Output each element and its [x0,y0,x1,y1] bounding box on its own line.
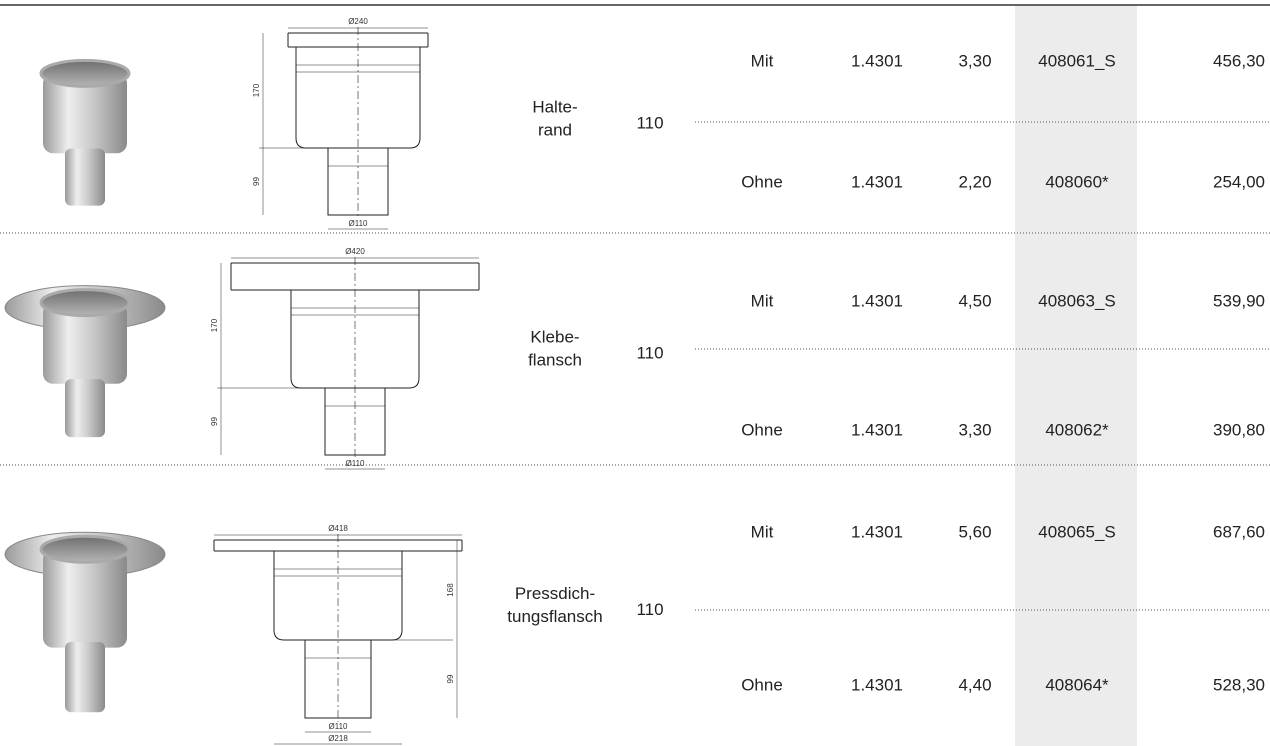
product-name: Halte- [532,97,577,116]
dim-label: 170 [210,318,219,332]
dim-label: Ø240 [348,17,368,26]
weight: 4,50 [958,291,991,310]
photo-spout [65,642,105,713]
photo-rim [39,58,131,88]
price: 254,00 [1213,172,1265,191]
dim-label: 99 [446,674,455,683]
option: Mit [751,522,774,541]
product-name: flansch [528,350,582,369]
material: 1.4301 [851,522,903,541]
option: Mit [751,291,774,310]
photo-body [43,549,127,648]
option: Ohne [741,675,783,694]
option: Ohne [741,420,783,439]
price: 528,30 [1213,675,1265,694]
article-number: 408061_S [1038,51,1116,70]
dim-label: 170 [252,83,261,97]
product-name: rand [538,120,572,139]
price: 390,80 [1213,420,1265,439]
article-number: 408063_S [1038,291,1116,310]
weight: 3,30 [958,51,991,70]
dim-label: Ø218 [328,734,348,743]
material: 1.4301 [851,172,903,191]
nominal-size: 110 [636,343,663,362]
material: 1.4301 [851,291,903,310]
dim-label: Ø110 [329,722,349,731]
photo-spout [65,148,105,206]
weight: 4,40 [958,675,991,694]
nominal-size: 110 [636,113,663,132]
option: Mit [751,51,774,70]
article-number: 408064* [1045,675,1109,694]
weight: 2,20 [958,172,991,191]
price: 539,90 [1213,291,1265,310]
dim-label: 168 [446,583,455,597]
dim-label: Ø110 [349,219,369,228]
product-name: Klebe- [530,327,579,346]
dim-label: Ø418 [328,524,348,533]
article-number: 408060* [1045,172,1109,191]
photo-body [43,73,127,154]
price: 456,30 [1213,51,1265,70]
product-name: tungsflansch [507,607,602,626]
dim-label: Ø420 [345,247,365,256]
article-number: 408062* [1045,420,1109,439]
dim-label: 99 [252,177,261,186]
dim-label: 99 [210,417,219,426]
weight: 5,60 [958,522,991,541]
product-name: Pressdich- [515,584,595,603]
nominal-size: 110 [636,600,663,619]
photo-spout [65,379,105,438]
option: Ohne [741,172,783,191]
material: 1.4301 [851,420,903,439]
photo-rim [39,534,131,564]
dim-label: Ø110 [346,459,366,468]
highlight-column [1015,5,1137,746]
photo-rim [39,288,131,318]
material: 1.4301 [851,51,903,70]
material: 1.4301 [851,675,903,694]
weight: 3,30 [958,420,991,439]
photo-body [43,302,127,384]
article-number: 408065_S [1038,522,1116,541]
price: 687,60 [1213,522,1265,541]
